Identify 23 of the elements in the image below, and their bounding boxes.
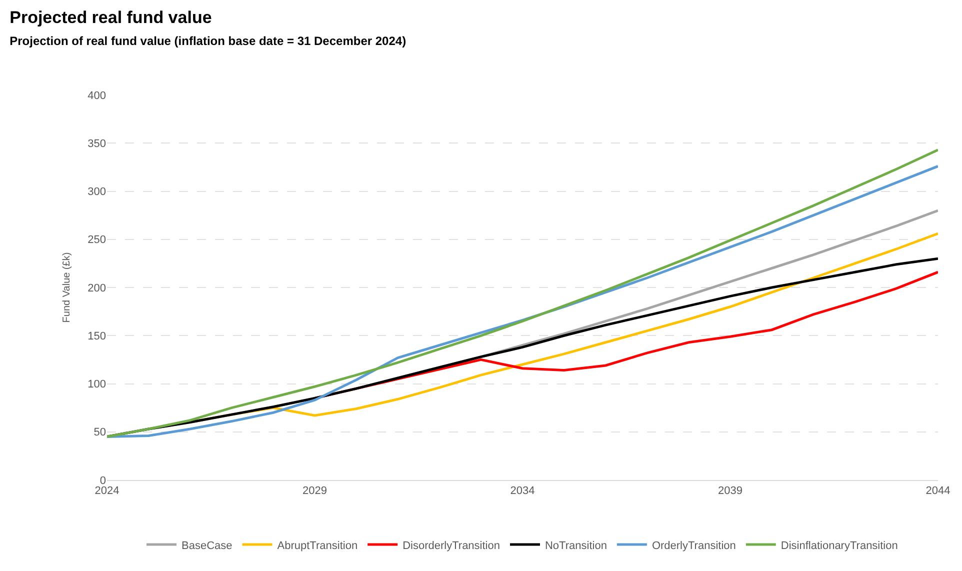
x-tick-label: 2024	[94, 485, 120, 498]
y-tick-label: 400	[88, 90, 106, 102]
y-tick-label: 50	[94, 426, 106, 439]
legend-label: NoTransition	[544, 540, 607, 552]
y-tick-label: 150	[88, 330, 106, 342]
x-tick-label: 2029	[302, 485, 327, 498]
legend-label: OrderlyTransition	[652, 540, 736, 552]
chart-subtitle: Projection of real fund value (inflation base date = 31 December 2024)	[10, 34, 406, 48]
y-tick-label: 350	[88, 138, 106, 150]
x-tick-label: 2034	[510, 485, 535, 498]
x-tick-label: 2044	[926, 485, 950, 498]
legend-label: BaseCase	[182, 540, 232, 552]
y-tick-label: 100	[88, 378, 106, 391]
y-axis-title: Fund Value (£k)	[62, 252, 73, 323]
legend-label: AbruptTransition	[277, 540, 358, 552]
y-tick-label: 200	[88, 282, 106, 294]
chart-title: Projected real fund value	[10, 8, 212, 27]
legend-label: DisinflationaryTransition	[780, 540, 898, 552]
y-tick-label: 300	[88, 186, 106, 198]
y-tick-label: 250	[88, 234, 106, 246]
x-tick-label: 2039	[718, 485, 742, 498]
legend-label: DisorderlyTransition	[402, 540, 500, 552]
y-tick-label: 0	[100, 474, 106, 487]
